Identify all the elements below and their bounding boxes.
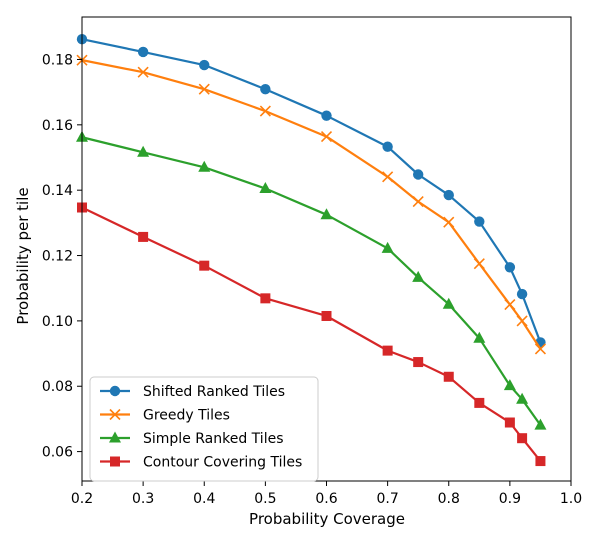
data-point-contour-covering-tiles-7 — [443, 371, 454, 382]
data-point-greedy-tiles-3 — [259, 105, 271, 117]
y-axis-label: Probability per tile — [14, 187, 32, 324]
data-point-greedy-tiles-4-stroke-b — [320, 131, 333, 143]
y-tick-label-2: 0.10 — [42, 314, 73, 330]
y-tick-label-3: 0.12 — [42, 249, 73, 265]
data-point-greedy-tiles-5 — [382, 171, 394, 183]
data-point-contour-covering-tiles-2 — [199, 260, 210, 271]
data-point-simple-ranked-tiles-9 — [503, 379, 516, 391]
data-point-contour-covering-tiles-1 — [138, 231, 149, 242]
data-point-simple-ranked-tiles-5 — [381, 241, 394, 253]
legend-marker-contour-covering-tiles — [110, 456, 120, 467]
x-tick-label-4: 0.6 — [315, 491, 337, 507]
data-point-simple-ranked-tiles-1 — [137, 145, 150, 157]
data-point-greedy-tiles-8-stroke-b — [473, 258, 485, 270]
data-point-simple-ranked-tiles-11 — [534, 418, 547, 430]
data-point-shifted-ranked-tiles-5 — [382, 141, 393, 152]
legend-marker-shifted-ranked-tiles — [109, 385, 121, 397]
data-point-simple-ranked-tiles-10 — [516, 392, 529, 404]
y-tick-label-6: 0.18 — [42, 52, 73, 68]
data-point-greedy-tiles-7-stroke-b — [443, 216, 455, 228]
data-point-greedy-tiles-1-stroke-b — [137, 66, 149, 78]
legend-marker-greedy-tiles — [109, 408, 121, 421]
data-point-shifted-ranked-tiles-7 — [443, 189, 454, 201]
x-tick-label-6: 0.8 — [438, 491, 460, 507]
data-point-greedy-tiles-10 — [516, 315, 528, 327]
data-point-contour-covering-tiles-9 — [504, 417, 515, 428]
data-point-greedy-tiles-2-stroke-b — [198, 83, 210, 95]
data-point-greedy-tiles-11 — [534, 343, 547, 355]
data-point-contour-covering-tiles-11 — [535, 456, 546, 467]
x-tick-label-5: 0.7 — [376, 491, 398, 507]
data-point-shifted-ranked-tiles-8 — [474, 216, 485, 227]
x-tick-label-3: 0.5 — [254, 491, 276, 507]
data-point-shifted-ranked-tiles-1 — [137, 46, 149, 58]
data-point-simple-ranked-tiles-4 — [320, 208, 333, 220]
data-point-simple-ranked-tiles-6 — [412, 270, 425, 282]
data-point-greedy-tiles-6-stroke-b — [412, 196, 424, 208]
data-point-simple-ranked-tiles-8 — [473, 331, 486, 343]
axes: 0.2 0.3 0.4 0.5 0.6 0.7 0.8 0.9 1.0 0.06 0.08 0.10 0… — [42, 16, 582, 507]
x-tick-label-0: 0.2 — [71, 491, 93, 507]
data-point-contour-covering-tiles-10 — [517, 433, 528, 444]
x-axis-label: Probability Coverage — [249, 510, 405, 528]
data-point-greedy-tiles-7 — [443, 216, 455, 228]
data-point-greedy-tiles-10-stroke-b — [516, 315, 528, 327]
legend-marker-simple-ranked-tiles — [109, 431, 121, 443]
data-point-contour-covering-tiles-3 — [260, 293, 271, 304]
data-point-simple-ranked-tiles-2 — [198, 160, 211, 172]
data-point-simple-ranked-tiles-7 — [442, 297, 455, 309]
data-point-shifted-ranked-tiles-9 — [504, 262, 516, 273]
legend-box — [89, 376, 319, 482]
data-point-greedy-tiles-8 — [473, 258, 485, 270]
x-tick-label-2: 0.4 — [193, 491, 215, 507]
y-tick-label-1: 0.08 — [42, 379, 73, 395]
data-point-simple-ranked-tiles-3 — [259, 182, 272, 194]
y-tick-label-0: 0.06 — [42, 445, 73, 461]
data-point-greedy-tiles-2 — [198, 83, 210, 95]
series-line-shifted-ranked-tiles — [81, 38, 542, 343]
data-point-greedy-tiles-1 — [137, 66, 149, 78]
data-point-greedy-tiles-5-stroke-b — [382, 171, 394, 183]
data-point-greedy-tiles-9-stroke-b — [504, 298, 516, 311]
data-point-greedy-tiles-11-stroke-b — [534, 343, 547, 355]
x-tick-label-7: 0.9 — [499, 491, 521, 507]
legend: Shifted Ranked Tiles Greedy Tiles Simple R… — [89, 376, 319, 482]
legend-marker-greedy-tiles-stroke-b — [109, 408, 121, 421]
data-point-greedy-tiles-9 — [504, 298, 516, 311]
data-point-contour-covering-tiles-4 — [321, 310, 332, 321]
x-tick-label-1: 0.3 — [132, 491, 154, 507]
data-point-shifted-ranked-tiles-2 — [199, 59, 210, 71]
series-line-greedy-tiles — [81, 59, 542, 350]
data-point-greedy-tiles-6 — [412, 196, 424, 208]
legend-label-simple-ranked-tiles: Simple Ranked Tiles — [143, 431, 284, 447]
data-point-contour-covering-tiles-8 — [474, 397, 485, 408]
y-tick-label-4: 0.14 — [42, 183, 73, 199]
data-point-greedy-tiles-4 — [320, 131, 333, 143]
legend-label-shifted-ranked-tiles: Shifted Ranked Tiles — [143, 384, 285, 400]
data-point-contour-covering-tiles-6 — [413, 357, 424, 368]
x-tick-label-8: 1.0 — [560, 491, 582, 507]
data-point-shifted-ranked-tiles-6 — [412, 169, 424, 180]
data-point-greedy-tiles-3-stroke-b — [259, 105, 271, 117]
data-point-shifted-ranked-tiles-3 — [260, 84, 271, 95]
legend-label-greedy-tiles: Greedy Tiles — [143, 408, 230, 424]
data-point-contour-covering-tiles-5 — [382, 345, 393, 356]
y-tick-label-5: 0.16 — [42, 118, 73, 134]
legend-label-contour-covering-tiles: Contour Covering Tiles — [143, 455, 302, 471]
data-point-shifted-ranked-tiles-4 — [321, 110, 332, 121]
data-point-shifted-ranked-tiles-10 — [516, 288, 528, 300]
